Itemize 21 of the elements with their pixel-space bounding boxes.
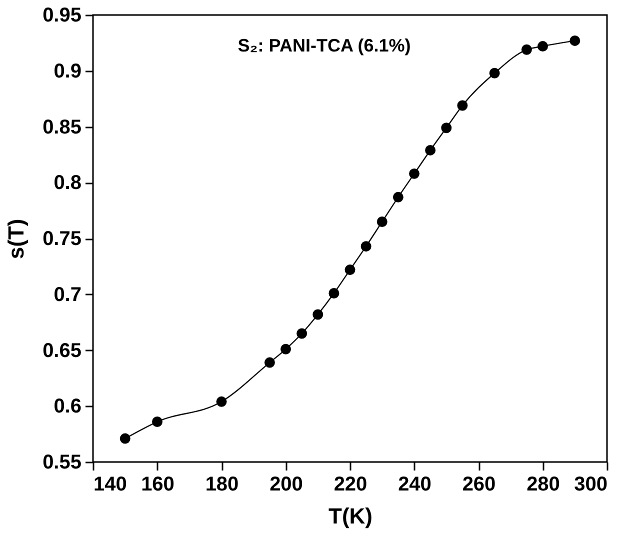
y-axis-title: s(T) bbox=[4, 218, 29, 260]
annotation: S₂: PANI-TCA (6.1%) bbox=[238, 35, 411, 56]
x-tick-label: 200 bbox=[270, 474, 303, 496]
x-tick-label: 260 bbox=[462, 474, 496, 496]
y-tick-label: 0.85 bbox=[42, 116, 82, 138]
y-tick-label: 0.55 bbox=[42, 452, 82, 474]
y-tick-label: 0.75 bbox=[42, 228, 82, 250]
x-tick-label: 140 bbox=[94, 474, 127, 496]
y-tick-label: 0.8 bbox=[54, 172, 82, 194]
x-tick-label: 300 bbox=[574, 474, 608, 496]
y-tick-label: 0.6 bbox=[54, 396, 82, 418]
x-tick-label: 280 bbox=[526, 474, 560, 496]
x-tick-label: 180 bbox=[205, 474, 239, 496]
y-tick-label: 0.95 bbox=[42, 4, 82, 26]
y-tick-label: 0.7 bbox=[54, 284, 82, 306]
x-tick-label: 220 bbox=[334, 474, 368, 496]
y-tick-label: 0.65 bbox=[42, 340, 82, 362]
x-tick-label: 240 bbox=[398, 474, 432, 496]
x-axis-title: T(K) bbox=[328, 504, 372, 528]
y-tick-label: 0.9 bbox=[54, 60, 82, 82]
x-tick-label: 160 bbox=[141, 474, 174, 496]
